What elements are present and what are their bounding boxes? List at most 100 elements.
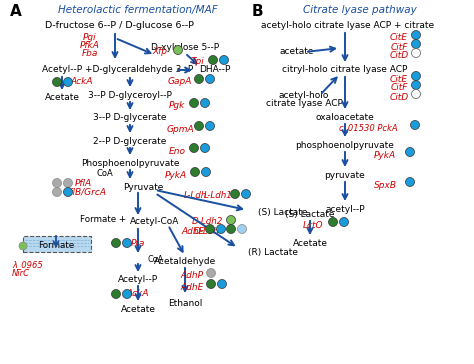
Circle shape xyxy=(194,122,203,131)
Text: AdhP: AdhP xyxy=(181,272,203,281)
Circle shape xyxy=(410,120,419,130)
Circle shape xyxy=(206,225,215,233)
Circle shape xyxy=(209,55,218,64)
Text: (S) Lactate: (S) Lactate xyxy=(285,210,335,218)
Circle shape xyxy=(411,48,420,58)
Text: acetyl-holo citrate lyase ACP + citrate: acetyl-holo citrate lyase ACP + citrate xyxy=(262,21,435,31)
Circle shape xyxy=(194,75,203,83)
Text: PflB/GrcA: PflB/GrcA xyxy=(65,187,107,197)
Text: CitF: CitF xyxy=(390,43,408,51)
Circle shape xyxy=(227,215,236,225)
Circle shape xyxy=(217,225,226,233)
Text: acetyl-­P: acetyl-­P xyxy=(325,205,365,214)
Circle shape xyxy=(411,40,420,48)
Text: SpxB: SpxB xyxy=(374,181,396,190)
Circle shape xyxy=(411,80,420,90)
Circle shape xyxy=(411,71,420,80)
Circle shape xyxy=(122,238,131,248)
Text: Acetyl-­P: Acetyl-­P xyxy=(118,276,158,285)
Text: Acetate: Acetate xyxy=(45,94,80,103)
Text: AckA: AckA xyxy=(127,289,149,298)
Text: D-xylulose 5-­P: D-xylulose 5-­P xyxy=(151,43,219,51)
Text: Acetyl-­P +D-glyceraldehyde 3-­P: Acetyl-­P +D-glyceraldehyde 3-­P xyxy=(42,66,193,75)
Text: D-Ldh: D-Ldh xyxy=(194,226,220,236)
Text: 3-­P D-glyceroyl-­P: 3-­P D-glyceroyl-­P xyxy=(88,91,172,99)
Circle shape xyxy=(339,218,348,226)
Text: 3-­P D-glycerate: 3-­P D-glycerate xyxy=(93,114,167,123)
Circle shape xyxy=(405,147,414,157)
Circle shape xyxy=(190,143,199,153)
Circle shape xyxy=(230,190,239,198)
Text: Formate: Formate xyxy=(38,241,74,249)
Text: CitE: CitE xyxy=(390,33,408,43)
Circle shape xyxy=(53,178,62,187)
Circle shape xyxy=(219,55,228,64)
Text: PykA: PykA xyxy=(165,170,187,179)
Text: Ethanol: Ethanol xyxy=(168,298,202,308)
Text: Eno: Eno xyxy=(168,146,185,155)
Text: D-Ldh2: D-Ldh2 xyxy=(191,218,223,226)
Text: Acetate: Acetate xyxy=(292,238,328,248)
Text: AdhE: AdhE xyxy=(180,282,204,292)
Circle shape xyxy=(173,46,182,55)
Circle shape xyxy=(405,178,414,186)
Text: L-Ldh1: L-Ldh1 xyxy=(203,191,232,201)
Text: c_01530 PckA: c_01530 PckA xyxy=(339,123,397,132)
Text: Xfp: Xfp xyxy=(153,47,167,56)
Circle shape xyxy=(207,280,216,289)
Text: PfkA: PfkA xyxy=(80,41,100,51)
Text: (R) Lactate: (R) Lactate xyxy=(248,248,298,257)
Text: B: B xyxy=(252,4,264,19)
Text: A: A xyxy=(10,4,22,19)
Text: CitD: CitD xyxy=(390,92,409,102)
Text: AdhE: AdhE xyxy=(182,228,205,237)
Circle shape xyxy=(241,190,250,198)
Text: oxaloacetate: oxaloacetate xyxy=(316,112,374,122)
Circle shape xyxy=(190,99,199,107)
Text: DHA-­P: DHA-­P xyxy=(199,66,231,75)
Circle shape xyxy=(206,122,215,131)
Text: acetyl-holo: acetyl-holo xyxy=(279,91,329,99)
Text: Phosphoenolpyruvate: Phosphoenolpyruvate xyxy=(81,158,179,167)
Circle shape xyxy=(328,218,337,226)
Circle shape xyxy=(206,75,215,83)
Circle shape xyxy=(64,78,73,87)
Text: phosphoenolpyruvate: phosphoenolpyruvate xyxy=(296,141,394,150)
Circle shape xyxy=(411,31,420,40)
Circle shape xyxy=(19,242,27,250)
Text: CitD: CitD xyxy=(390,51,409,60)
Circle shape xyxy=(201,99,210,107)
Text: Pta: Pta xyxy=(131,238,145,248)
Text: AckA: AckA xyxy=(71,78,93,87)
Text: (S) Lactate: (S) Lactate xyxy=(258,207,308,217)
Circle shape xyxy=(201,143,210,153)
Circle shape xyxy=(237,225,246,233)
Circle shape xyxy=(207,269,216,277)
Text: LctO: LctO xyxy=(303,221,323,229)
Text: GpmA: GpmA xyxy=(166,124,194,134)
Circle shape xyxy=(218,280,227,289)
Circle shape xyxy=(191,167,200,177)
Text: λ_0965: λ_0965 xyxy=(12,261,43,269)
Text: L-Ldh: L-Ldh xyxy=(183,191,207,201)
Text: Tpi: Tpi xyxy=(190,58,204,67)
Text: Pgi: Pgi xyxy=(83,33,97,43)
Circle shape xyxy=(64,178,73,187)
Text: NirC: NirC xyxy=(12,269,30,277)
Circle shape xyxy=(53,187,62,197)
Text: Acetyl-CoA: Acetyl-CoA xyxy=(130,218,180,226)
Text: citrate lyase ACP: citrate lyase ACP xyxy=(265,99,342,108)
Circle shape xyxy=(64,187,73,197)
Text: CitF: CitF xyxy=(390,83,408,92)
Text: acetate: acetate xyxy=(280,47,314,56)
Text: pyruvate: pyruvate xyxy=(325,170,365,179)
Text: Citrate lyase pathway: Citrate lyase pathway xyxy=(303,5,417,15)
Text: Acetate: Acetate xyxy=(120,305,155,313)
Text: PflA: PflA xyxy=(74,178,91,187)
FancyBboxPatch shape xyxy=(23,236,91,252)
Circle shape xyxy=(201,167,210,177)
Text: Pyruvate: Pyruvate xyxy=(123,182,163,191)
Text: CitE: CitE xyxy=(390,75,408,83)
Text: Pgk: Pgk xyxy=(169,102,185,111)
Text: CoA: CoA xyxy=(148,254,164,264)
